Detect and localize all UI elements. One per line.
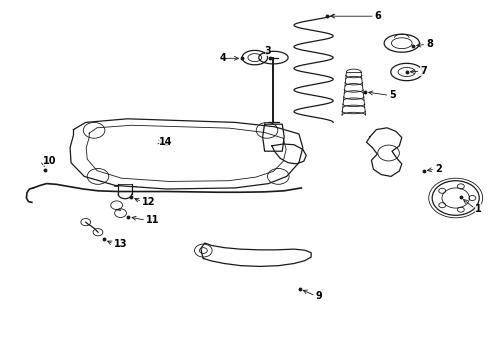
Text: 6: 6 [375, 11, 382, 21]
Text: 11: 11 [146, 215, 160, 225]
Text: 10: 10 [43, 156, 57, 166]
Text: 7: 7 [420, 66, 427, 76]
Text: 14: 14 [159, 137, 173, 147]
Text: 8: 8 [426, 39, 433, 49]
Text: 3: 3 [265, 46, 271, 56]
Text: 12: 12 [142, 197, 156, 207]
Text: 2: 2 [435, 164, 442, 174]
Text: 9: 9 [316, 291, 322, 301]
Text: 13: 13 [114, 239, 127, 249]
Text: 5: 5 [390, 90, 396, 100]
Text: 4: 4 [220, 53, 226, 63]
Text: 1: 1 [475, 204, 482, 214]
